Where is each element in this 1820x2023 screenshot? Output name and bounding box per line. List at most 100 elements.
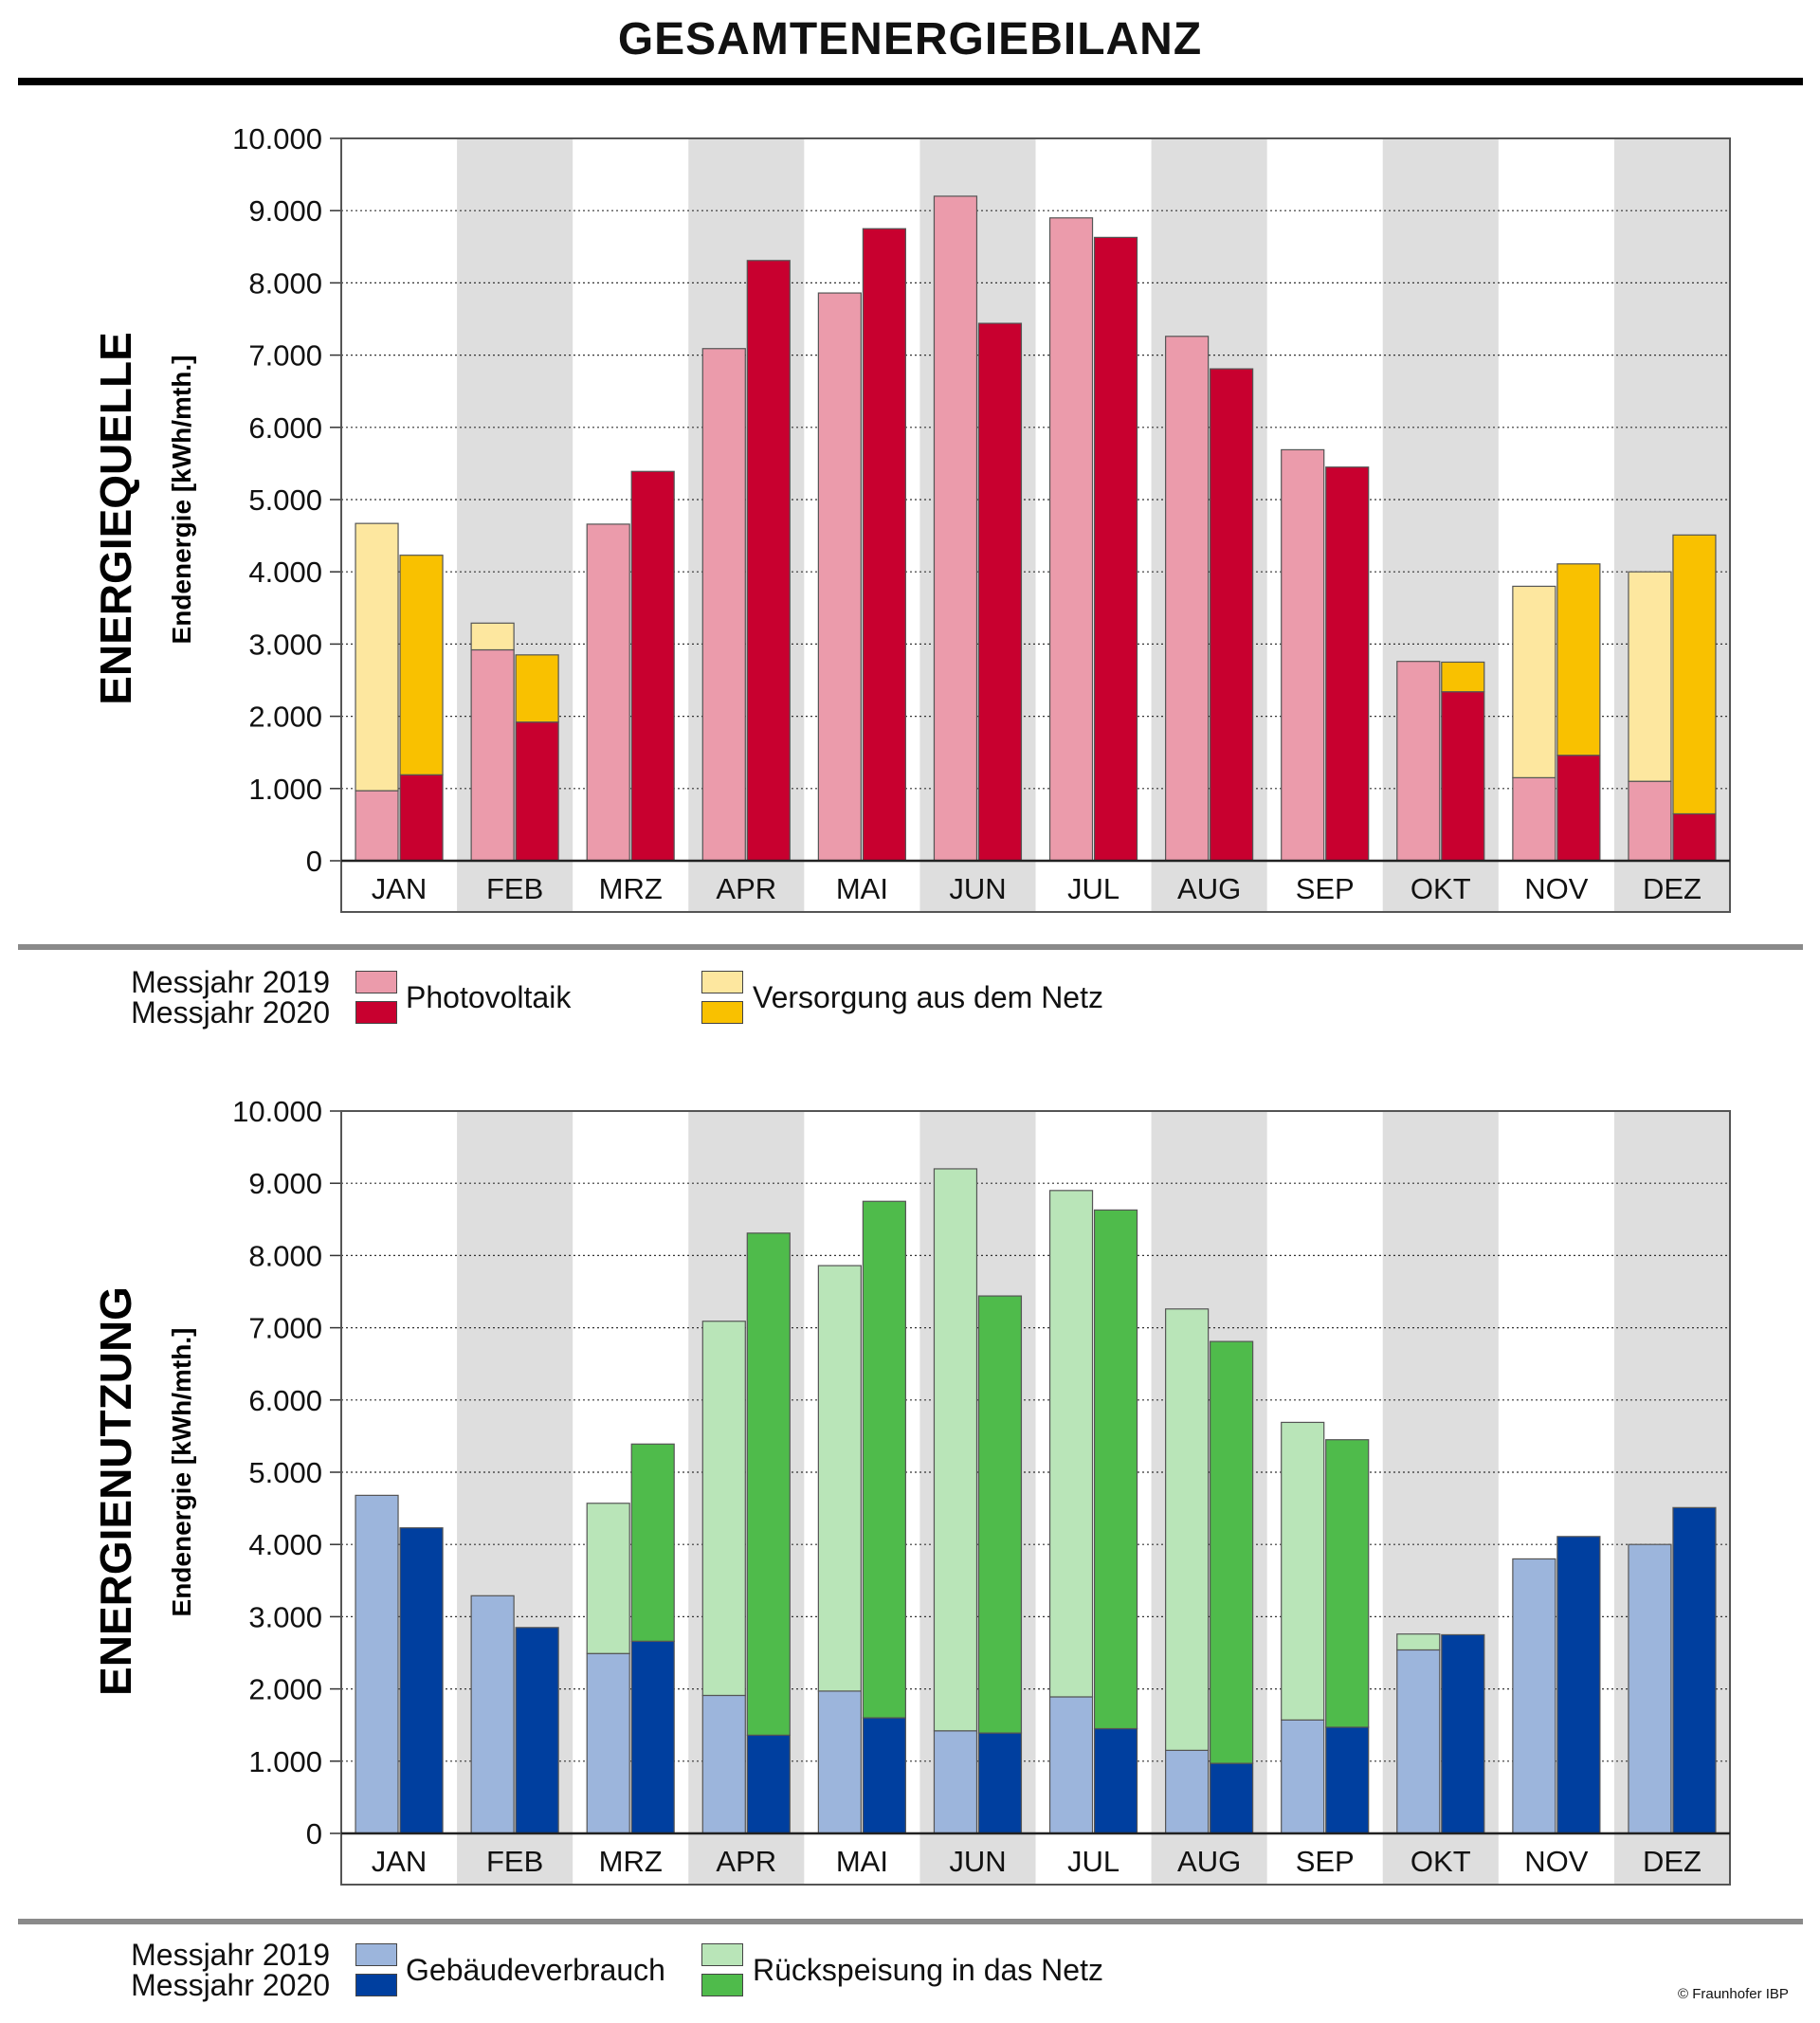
bar-gebaeudeverbrauch-2019-nov xyxy=(1512,1558,1556,1834)
bar-gebaeudeverbrauch-2020-mai xyxy=(862,1717,906,1834)
bar-rueckspeisung-in-das-netz-2020-aug xyxy=(1210,1340,1254,1764)
bar-photovoltaik-2019-okt xyxy=(1396,661,1441,862)
y-tick-label: 2.000 xyxy=(248,1673,322,1706)
y-tick-label: 0 xyxy=(306,845,322,878)
bar-gebaeudeverbrauch-2020-apr xyxy=(746,1734,791,1834)
bar-rueckspeisung-in-das-netz-2019-jul xyxy=(1048,1190,1094,1698)
chart-title-energiequelle: ENERGIEQUELLE xyxy=(91,332,140,705)
swatch-gebaeude-2020 xyxy=(355,1974,397,1996)
x-tick-label-nov: NOV xyxy=(1524,872,1589,905)
y-tick-label: 0 xyxy=(306,1817,322,1850)
swatch-rueckspeisung-2020 xyxy=(701,1974,743,1996)
y-tick-label: 2.000 xyxy=(248,701,322,734)
bar-photovoltaik-2020-jun xyxy=(977,322,1023,862)
x-tick-label-jul: JUL xyxy=(1067,1845,1119,1878)
bar-rueckspeisung-in-das-netz-2020-apr xyxy=(746,1232,791,1736)
y-tick-label: 9.000 xyxy=(248,1167,322,1200)
bar-gebaeudeverbrauch-2019-jan xyxy=(355,1494,399,1834)
bar-gebaeudeverbrauch-2019-apr xyxy=(701,1694,746,1834)
bar-photovoltaik-2020-sep xyxy=(1325,466,1370,862)
x-tick-label-jun: JUN xyxy=(949,872,1006,905)
legend-energienutzung: Messjahr 2019 Messjahr 2020 Gebäudeverbr… xyxy=(0,1938,1820,2023)
energiequelle-chart: 0 1.000 2.000 3.000 4.000 5.000 6.000 7.000 8.00… xyxy=(91,123,1731,913)
bar-rueckspeisung-in-das-netz-2020-mrz xyxy=(630,1443,675,1642)
x-tick-label-feb: FEB xyxy=(486,1845,543,1878)
x-tick-label-aug: AUG xyxy=(1177,1845,1241,1878)
y-tick-label: 10.000 xyxy=(232,123,322,155)
x-tick-label-jun: JUN xyxy=(949,1845,1006,1878)
x-tick-label-jan: JAN xyxy=(372,872,428,905)
chart-title-energienutzung: ENERGIENUTZUNG xyxy=(91,1286,140,1696)
bar-versorgung-aus-dem-netz-2019-nov xyxy=(1512,585,1556,778)
y-tick-label: 9.000 xyxy=(248,194,322,228)
bar-versorgung-aus-dem-netz-2020-feb xyxy=(515,654,559,723)
y-tick-label: 5.000 xyxy=(248,1456,322,1489)
x-tick-label-mrz: MRZ xyxy=(599,1845,663,1878)
bar-gebaeudeverbrauch-2019-jun xyxy=(933,1730,978,1834)
x-tick-label-nov: NOV xyxy=(1524,1845,1589,1878)
x-tick-label-okt: OKT xyxy=(1410,1845,1471,1878)
bar-gebaeudeverbrauch-2020-jul xyxy=(1093,1727,1138,1834)
bar-gebaeudeverbrauch-2019-jul xyxy=(1048,1696,1094,1834)
legend-year-2020: Messjahr 2020 xyxy=(131,1968,330,2002)
swatch-gebaeude-2019 xyxy=(355,1943,397,1966)
energienutzung-chart: 0 1.000 2.000 3.000 4.000 5.000 6.000 7.000 8.00… xyxy=(91,1096,1731,1886)
bar-photovoltaik-2020-aug xyxy=(1210,368,1254,862)
bar-photovoltaik-2019-dez xyxy=(1628,780,1672,862)
x-tick-label-mai: MAI xyxy=(836,872,888,905)
bar-rueckspeisung-in-das-netz-2020-jun xyxy=(977,1295,1023,1734)
bar-photovoltaik-2020-nov xyxy=(1556,755,1601,862)
divider-rule-bottom xyxy=(18,1919,1803,1924)
x-tick-label-apr: APR xyxy=(716,1845,776,1878)
swatch-photovoltaik-2020 xyxy=(355,1001,397,1024)
bar-versorgung-aus-dem-netz-2020-okt xyxy=(1441,661,1485,693)
x-tick-label-jul: JUL xyxy=(1067,872,1119,905)
bar-gebaeudeverbrauch-2019-mrz xyxy=(586,1652,630,1834)
y-axis-label: Endenergie [kWh/mth.] xyxy=(167,1328,196,1617)
bar-photovoltaik-2019-nov xyxy=(1512,776,1556,862)
bar-rueckspeisung-in-das-netz-2019-okt xyxy=(1396,1633,1441,1651)
bar-photovoltaik-2020-jan xyxy=(399,774,444,862)
bar-photovoltaik-2020-mai xyxy=(862,228,906,862)
legend-energiequelle: Messjahr 2019 Messjahr 2020 Photovoltaik… xyxy=(0,965,1820,1050)
bar-versorgung-aus-dem-netz-2020-nov xyxy=(1556,563,1601,756)
bar-gebaeudeverbrauch-2019-dez xyxy=(1628,1543,1672,1834)
y-tick-label: 4.000 xyxy=(248,556,322,589)
bar-versorgung-aus-dem-netz-2020-dez xyxy=(1672,534,1717,815)
legend-label-netz: Versorgung aus dem Netz xyxy=(753,980,1103,1014)
bar-rueckspeisung-in-das-netz-2019-sep xyxy=(1281,1421,1325,1721)
bar-photovoltaik-2020-dez xyxy=(1672,812,1717,862)
bar-photovoltaik-2020-feb xyxy=(515,721,559,862)
swatch-netz-2020 xyxy=(701,1001,743,1024)
bar-gebaeudeverbrauch-2020-sep xyxy=(1325,1726,1370,1834)
y-tick-label: 4.000 xyxy=(248,1528,322,1561)
x-tick-label-apr: APR xyxy=(716,872,776,905)
bar-gebaeudeverbrauch-2019-aug xyxy=(1165,1749,1210,1834)
bar-gebaeudeverbrauch-2020-feb xyxy=(515,1627,559,1834)
x-tick-label-sep: SEP xyxy=(1296,1845,1355,1878)
bar-photovoltaik-2020-apr xyxy=(746,260,791,862)
y-tick-label: 7.000 xyxy=(248,339,322,373)
bar-gebaeudeverbrauch-2020-nov xyxy=(1556,1536,1601,1834)
bar-photovoltaik-2019-mrz xyxy=(586,523,630,862)
bar-photovoltaik-2020-jul xyxy=(1093,236,1138,862)
y-tick-label: 6.000 xyxy=(248,1384,322,1417)
bar-photovoltaik-2020-okt xyxy=(1441,691,1485,862)
bar-gebaeudeverbrauch-2019-sep xyxy=(1281,1719,1325,1834)
bar-rueckspeisung-in-das-netz-2019-mrz xyxy=(586,1503,630,1654)
bar-gebaeudeverbrauch-2019-okt xyxy=(1396,1649,1441,1834)
swatch-netz-2019 xyxy=(701,971,743,993)
divider-rule xyxy=(18,944,1803,950)
x-tick-label-jan: JAN xyxy=(372,1845,428,1878)
bar-gebaeudeverbrauch-2020-jun xyxy=(977,1732,1023,1834)
swatch-photovoltaik-2019 xyxy=(355,971,397,993)
y-axis-label: Endenergie [kWh/mth.] xyxy=(167,355,196,645)
plot-frame xyxy=(340,1110,1731,1886)
bar-rueckspeisung-in-das-netz-2019-mai xyxy=(817,1265,862,1692)
bar-rueckspeisung-in-das-netz-2019-aug xyxy=(1165,1308,1210,1751)
y-tick-label: 1.000 xyxy=(248,1745,322,1778)
y-tick-label: 6.000 xyxy=(248,411,322,445)
bar-photovoltaik-2019-apr xyxy=(701,348,746,862)
y-tick-label: 5.000 xyxy=(248,483,322,517)
bar-versorgung-aus-dem-netz-2019-jan xyxy=(355,522,399,792)
